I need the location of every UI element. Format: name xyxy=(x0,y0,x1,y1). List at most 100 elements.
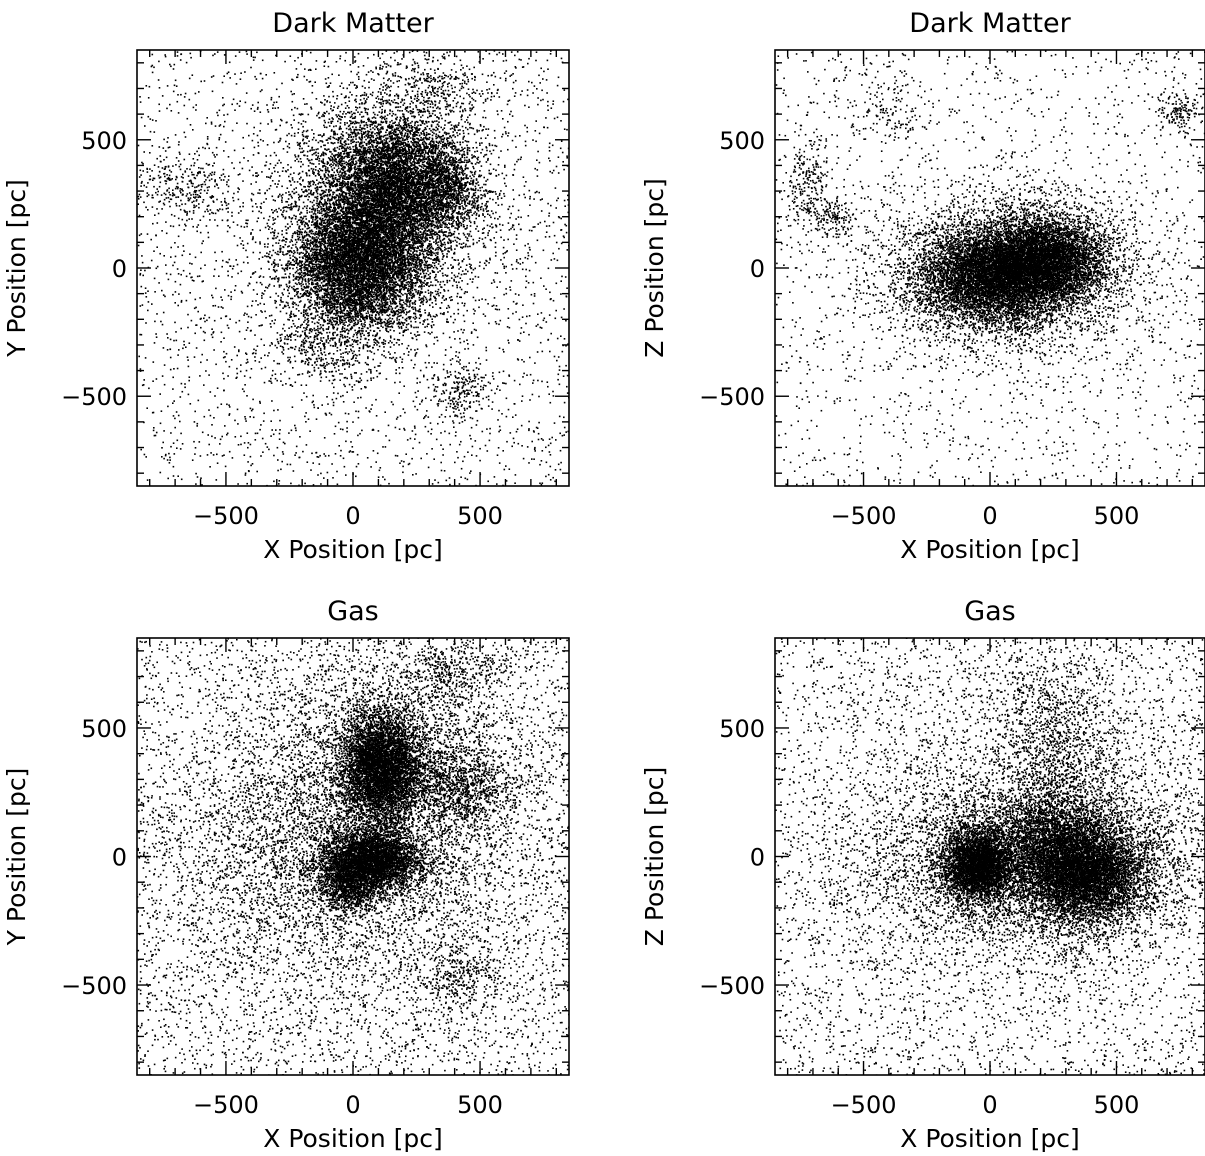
scatter-point xyxy=(287,464,289,466)
scatter-point xyxy=(317,183,319,185)
scatter-point xyxy=(264,165,266,167)
scatter-point xyxy=(457,276,459,278)
scatter-point xyxy=(537,351,539,353)
scatter-point xyxy=(235,436,237,438)
scatter-point xyxy=(379,107,381,109)
scatter-point xyxy=(221,403,223,405)
scatter-point xyxy=(150,118,152,120)
scatter-point xyxy=(475,440,477,442)
scatter-point xyxy=(464,173,466,175)
scatter-point xyxy=(447,76,449,78)
scatter-point xyxy=(272,107,274,109)
scatter-point xyxy=(529,204,531,206)
scatter-point xyxy=(194,421,196,423)
scatter-point xyxy=(503,60,505,62)
scatter-point xyxy=(504,383,506,385)
scatter-point xyxy=(385,435,387,437)
scatter-point xyxy=(384,479,386,481)
scatter-point xyxy=(463,341,465,343)
scatter-point xyxy=(529,399,531,401)
scatter-point xyxy=(547,386,549,388)
scatter-point xyxy=(564,128,566,130)
scatter-point xyxy=(482,117,484,119)
scatter-point xyxy=(502,450,504,452)
scatter-point xyxy=(385,357,387,359)
scatter-point xyxy=(339,126,341,128)
scatter-point xyxy=(562,435,564,437)
scatter-point xyxy=(444,383,446,385)
scatter-point xyxy=(542,482,544,484)
scatter-point xyxy=(198,148,200,150)
scatter-point xyxy=(193,441,195,443)
scatter-point xyxy=(533,226,535,228)
scatter-point xyxy=(351,174,353,176)
scatter-point xyxy=(166,233,168,235)
scatter-point xyxy=(171,171,173,173)
scatter-point xyxy=(222,82,224,84)
scatter-point xyxy=(345,474,347,476)
scatter-point xyxy=(276,129,278,131)
scatter-point xyxy=(261,339,263,341)
scatter-point xyxy=(270,185,272,187)
scatter-point xyxy=(389,121,391,123)
scatter-point xyxy=(503,266,505,268)
scatter-point xyxy=(213,75,215,77)
scatter-point xyxy=(162,442,164,444)
scatter-point xyxy=(519,59,521,61)
scatter-point xyxy=(278,180,280,182)
scatter-point xyxy=(147,233,149,235)
scatter-point xyxy=(235,322,237,324)
scatter-point xyxy=(401,305,403,307)
scatter-point xyxy=(515,80,517,82)
scatter-point xyxy=(144,270,146,272)
scatter-point xyxy=(462,142,464,144)
scatter-point xyxy=(476,213,478,215)
scatter-point xyxy=(520,263,522,265)
scatter-point xyxy=(554,422,556,424)
scatter-point xyxy=(174,64,176,66)
scatter-point xyxy=(520,94,522,96)
scatter-point xyxy=(451,176,453,178)
scatter-point xyxy=(272,212,274,214)
scatter-point xyxy=(373,54,375,56)
scatter-point xyxy=(187,314,189,316)
scatter-point xyxy=(321,357,323,359)
scatter-point xyxy=(250,408,252,410)
scatter-point xyxy=(215,364,217,366)
scatter-point xyxy=(299,436,301,438)
scatter-point xyxy=(255,433,257,435)
scatter-point xyxy=(248,470,250,472)
scatter-point xyxy=(181,479,183,481)
scatter-point xyxy=(543,285,545,287)
scatter-point xyxy=(239,237,241,239)
scatter-point xyxy=(492,199,494,201)
scatter-point xyxy=(194,411,196,413)
scatter-point xyxy=(204,340,206,342)
scatter-point xyxy=(174,242,176,244)
scatter-point xyxy=(539,82,541,84)
scatter-point xyxy=(226,434,228,436)
scatter-point xyxy=(227,73,229,75)
scatter-point xyxy=(397,64,399,66)
scatter-point xyxy=(525,323,527,325)
scatter-point xyxy=(522,316,524,318)
scatter-point xyxy=(175,80,177,82)
scatter-point xyxy=(340,353,342,355)
scatter-point xyxy=(281,199,283,201)
scatter-point xyxy=(152,54,154,56)
scatter-point xyxy=(148,388,150,390)
scatter-point xyxy=(244,375,246,377)
scatter-point xyxy=(485,445,487,447)
scatter-point xyxy=(244,454,246,456)
scatter-point xyxy=(512,313,514,315)
scatter-point xyxy=(140,185,142,187)
scatter-point xyxy=(473,168,475,170)
scatter-point xyxy=(183,270,185,272)
scatter-point xyxy=(188,380,190,382)
scatter-point xyxy=(398,80,400,82)
scatter-point xyxy=(437,253,439,255)
scatter-point xyxy=(401,135,403,137)
scatter-point xyxy=(518,159,520,161)
scatter-point xyxy=(318,153,320,155)
scatter-point xyxy=(504,183,506,185)
